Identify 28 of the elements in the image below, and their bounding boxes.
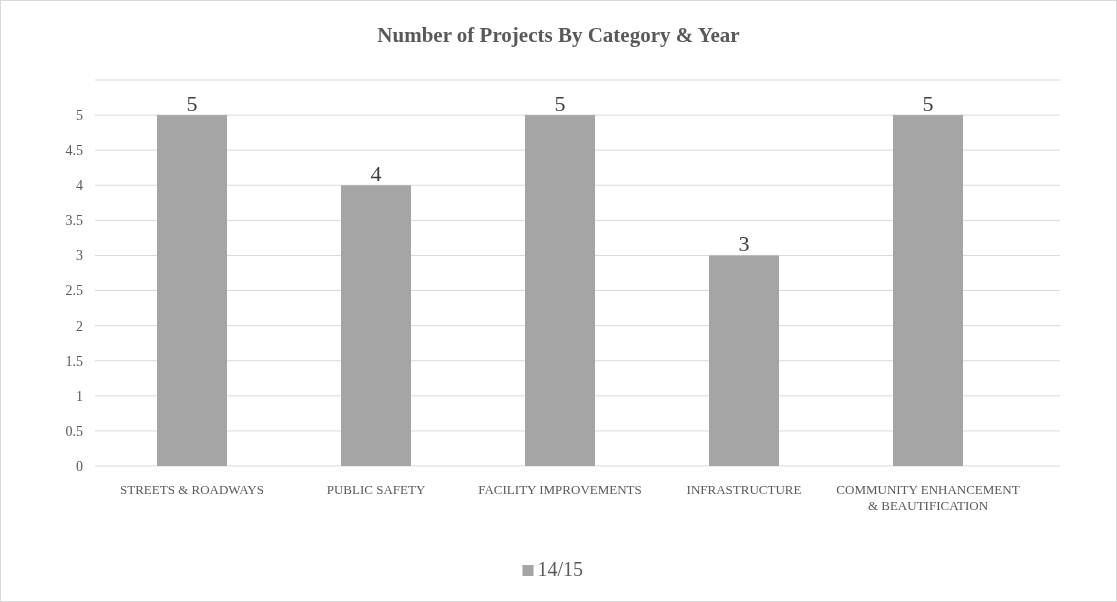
data-label: 5 xyxy=(922,91,934,117)
y-tick-label: 5 xyxy=(76,107,83,123)
y-tick-label: 4 xyxy=(76,178,83,194)
data-label: 5 xyxy=(186,91,198,117)
chart-title: Number of Projects By Category & Year xyxy=(377,23,740,47)
bar xyxy=(525,115,595,466)
x-tick-label: FACILITY IMPROVEMENTS xyxy=(478,482,642,497)
bar xyxy=(709,255,779,466)
y-tick-label: 1 xyxy=(76,388,83,404)
y-tick-label: 4.5 xyxy=(65,143,83,159)
data-label: 5 xyxy=(554,91,566,117)
y-tick-label: 2 xyxy=(76,318,83,334)
y-tick-label: 3.5 xyxy=(65,213,83,229)
data-label: 4 xyxy=(370,161,382,187)
data-label: 3 xyxy=(738,231,750,257)
bar xyxy=(341,185,411,466)
x-tick-label: INFRASTRUCTURE xyxy=(686,482,802,497)
x-tick-label: COMMUNITY ENHANCEMENT & BEAUTIFICATION xyxy=(836,482,1020,513)
x-tick-label: PUBLIC SAFETY xyxy=(326,482,426,497)
y-tick-label: 0 xyxy=(76,458,83,474)
bar xyxy=(893,115,963,466)
x-tick-label: STREETS & ROADWAYS xyxy=(120,482,264,497)
y-tick-label: 1.5 xyxy=(65,353,83,369)
y-tick-label: 0.5 xyxy=(65,423,83,439)
y-tick-label: 2.5 xyxy=(65,283,83,299)
bar xyxy=(157,115,227,466)
y-tick-label: 3 xyxy=(76,248,83,264)
legend-label: 14/15 xyxy=(537,558,584,580)
